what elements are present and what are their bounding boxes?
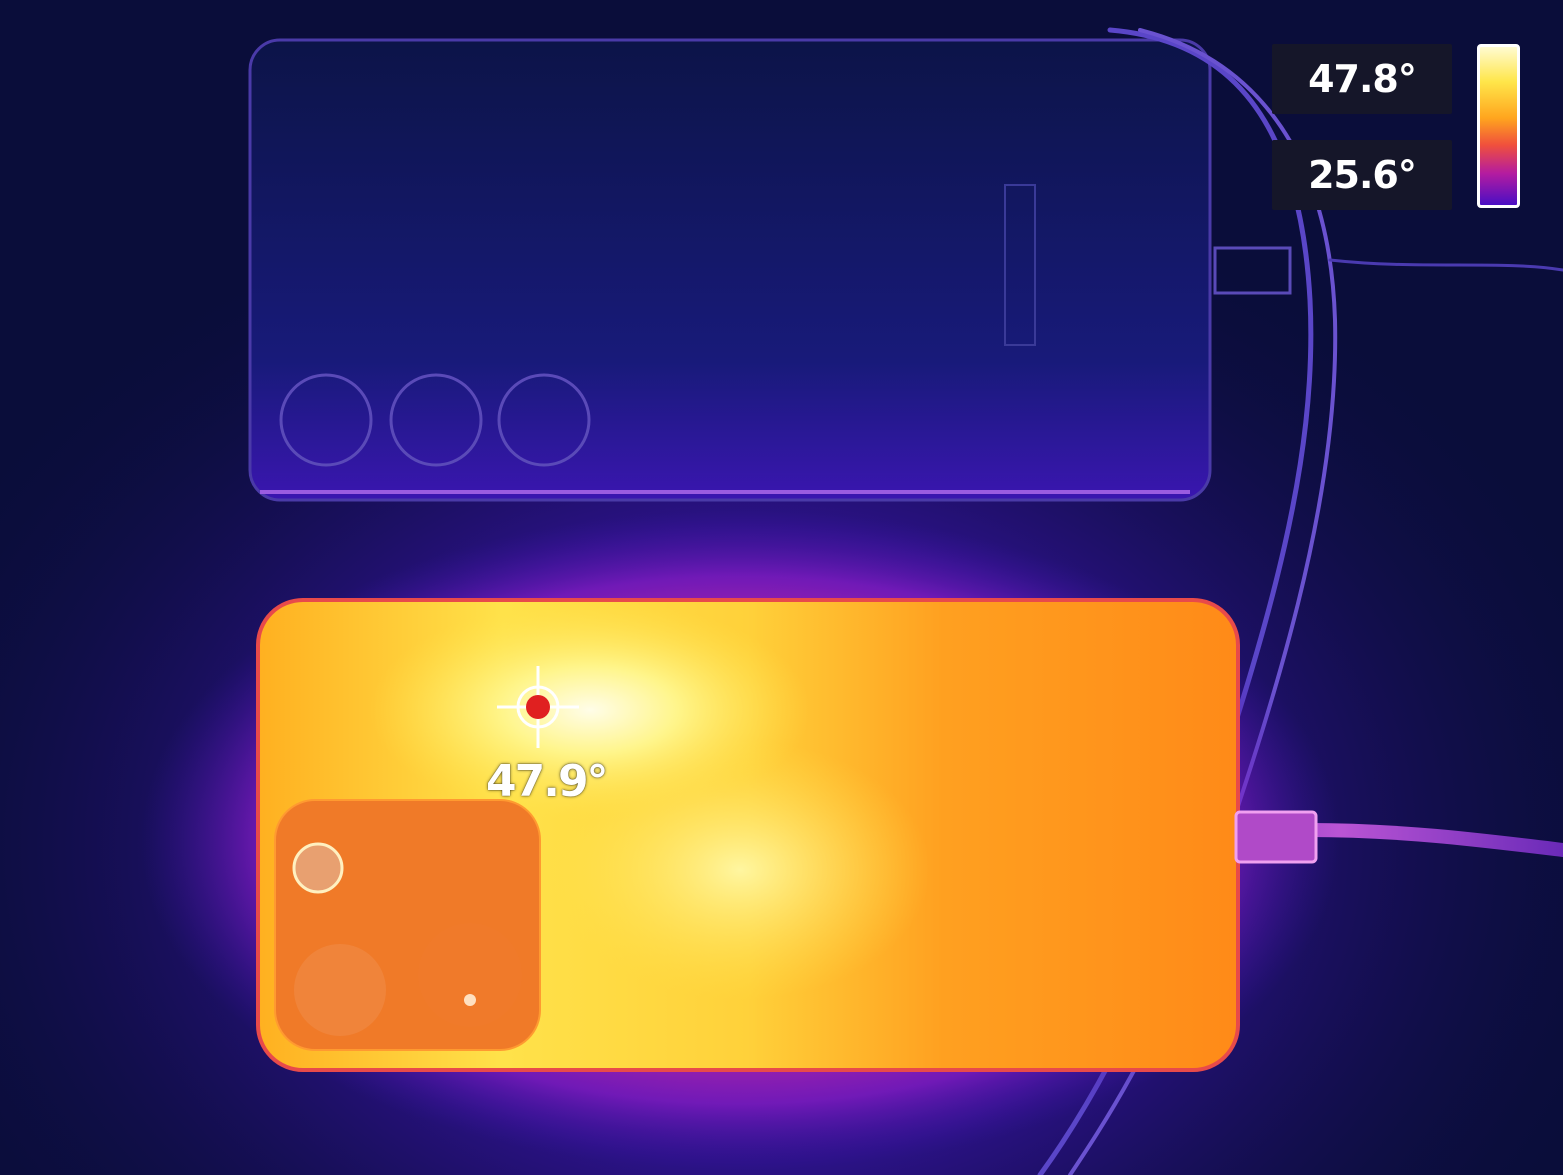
camera-module bbox=[274, 799, 541, 1051]
lower-phone bbox=[256, 598, 1318, 1072]
spot-marker bbox=[497, 666, 579, 748]
min-temperature: 25.6° bbox=[1272, 140, 1452, 210]
color-scale-bar bbox=[1477, 44, 1520, 208]
upper-phone-camera-lenses bbox=[279, 373, 591, 467]
spot-temperature-label: 47.9° bbox=[486, 756, 609, 807]
max-temperature: 47.8° bbox=[1272, 44, 1452, 114]
upper-phone bbox=[248, 38, 1292, 502]
spot-marker-dot bbox=[526, 695, 550, 719]
temperature-scale: 47.8° 25.6° bbox=[1272, 44, 1524, 214]
